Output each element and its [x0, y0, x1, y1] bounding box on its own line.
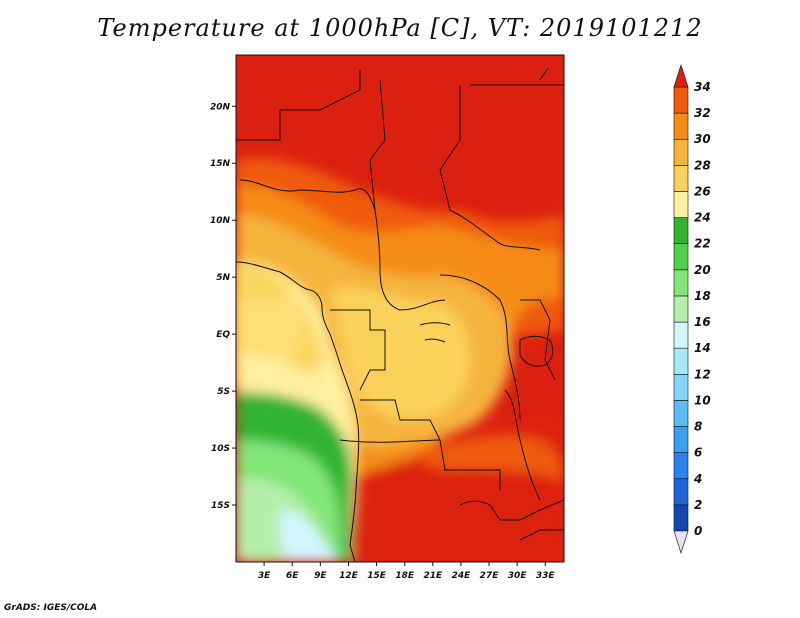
colorbar-band — [673, 321, 689, 349]
latitude-axis: 20N 15N 10N 5N EQ 5S 10S 15S — [210, 102, 236, 511]
colorbar-label: 8 — [694, 420, 702, 434]
plot-frame — [235, 54, 565, 563]
colorbar-band — [673, 347, 689, 375]
grads-credit: GrADS: IGES/COLA — [4, 603, 98, 613]
colorbar-band — [673, 426, 689, 453]
map-title: Temperature at 1000hPa [C], VT: 20191012… — [97, 14, 703, 42]
lon-tick-label: 9E — [314, 571, 327, 581]
colorbar-band — [673, 217, 689, 245]
colorbar-min-triangle — [673, 530, 689, 554]
colorbar-label: 34 — [694, 80, 711, 94]
colorbar-band — [673, 191, 689, 218]
colorbar-label: 16 — [694, 315, 711, 329]
country-borders — [236, 67, 564, 562]
lon-tick-label: 21E — [423, 571, 443, 581]
colorbar-label: 4 — [693, 472, 702, 486]
lon-tick-label: 18E — [395, 571, 415, 581]
lon-tick-label: 15E — [367, 571, 387, 581]
lat-tick-label: EQ — [216, 330, 230, 340]
lat-tick-label: 5S — [217, 387, 230, 397]
lon-tick-label: 24E — [452, 571, 472, 581]
colorbar-band — [673, 295, 689, 323]
colorbar-label: 30 — [694, 132, 711, 146]
colorbar-label: 12 — [694, 367, 711, 381]
colorbar-label: 14 — [694, 341, 711, 355]
colorbar-band — [673, 504, 689, 532]
lon-tick-label: 33E — [536, 571, 556, 581]
colorbar-band — [673, 269, 689, 297]
colorbar-label: 6 — [694, 446, 702, 460]
lat-tick-label: 10S — [211, 444, 230, 454]
colorbar-label: 32 — [694, 106, 711, 120]
colorbar-label: 0 — [694, 524, 702, 538]
colorbar-band — [673, 478, 689, 506]
lon-tick-label: 27E — [480, 571, 500, 581]
colorbar-label: 10 — [694, 393, 711, 407]
colorbar-band — [673, 243, 689, 271]
lat-tick-label: 15N — [210, 159, 231, 169]
colorbar-band — [673, 138, 689, 166]
lon-tick-label: 6E — [286, 571, 299, 581]
lat-tick-label: 5N — [216, 273, 230, 283]
colorbar-label: 2 — [694, 498, 702, 512]
colorbar-label: 28 — [694, 158, 711, 172]
lon-tick-label: 12E — [339, 571, 359, 581]
colorbar-label: 22 — [694, 237, 711, 251]
lat-tick-label: 10N — [210, 216, 231, 226]
colorbar-band — [673, 112, 689, 140]
colorbar-band — [673, 452, 689, 480]
colorbar-band — [673, 373, 689, 401]
colorbar-label: 24 — [694, 211, 711, 225]
colorbar-label: 26 — [694, 184, 711, 198]
longitude-axis: 3E 6E 9E 12E 15E 18E 21E 24E 27E 30E 33E — [258, 562, 556, 581]
colorbar-band — [673, 86, 689, 114]
colorbar-label: 20 — [694, 263, 711, 277]
colorbar-band — [673, 165, 689, 192]
temperature-field — [236, 55, 564, 562]
colorbar-band — [673, 400, 689, 427]
lat-tick-label: 20N — [210, 102, 231, 112]
colorbar-label: 18 — [694, 289, 711, 303]
lat-tick-label: 15S — [211, 501, 230, 511]
lon-tick-label: 30E — [508, 571, 528, 581]
lon-tick-label: 3E — [258, 571, 271, 581]
colorbar-max-triangle — [673, 64, 689, 88]
